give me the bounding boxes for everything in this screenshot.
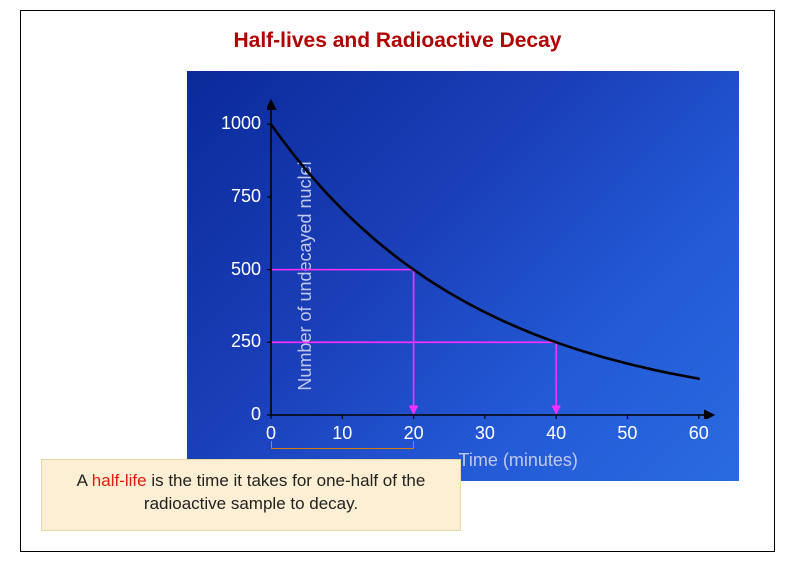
ytick-label: 1000 xyxy=(209,113,261,134)
caption-box: A half-life is the time it takes for one… xyxy=(41,459,461,531)
ytick-label: 250 xyxy=(209,331,261,352)
xtick-label: 40 xyxy=(536,423,576,444)
ytick-label: 750 xyxy=(209,186,261,207)
halflife-bracket xyxy=(271,441,414,449)
x-axis-label: Time (minutes) xyxy=(459,450,578,471)
chart-panel: Number of undecayed nuclei Time (minutes… xyxy=(187,71,739,481)
caption-before: A xyxy=(77,471,92,490)
chart-title: Half-lives and Radioactive Decay xyxy=(21,29,774,53)
xtick-label: 60 xyxy=(679,423,719,444)
figure-frame: Half-lives and Radioactive Decay Number … xyxy=(20,10,775,552)
xtick-label: 30 xyxy=(465,423,505,444)
ytick-label: 0 xyxy=(209,404,261,425)
caption-after: is the time it takes for one-half of the… xyxy=(144,471,425,513)
caption-highlight: half-life xyxy=(92,471,147,490)
ytick-label: 500 xyxy=(209,259,261,280)
plot-area xyxy=(267,97,717,419)
plot-svg xyxy=(267,97,717,419)
xtick-label: 50 xyxy=(607,423,647,444)
